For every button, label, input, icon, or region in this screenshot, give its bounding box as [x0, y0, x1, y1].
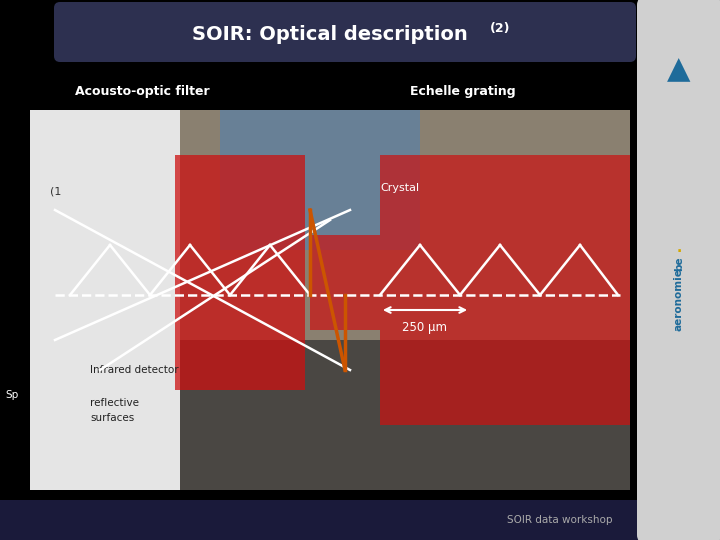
Bar [310, 235, 380, 330]
Bar [180, 340, 630, 490]
Text: be: be [674, 256, 684, 271]
Text: reflective: reflective [90, 398, 139, 408]
Text: ▲: ▲ [667, 56, 690, 84]
Bar [0, 500, 720, 540]
FancyBboxPatch shape [54, 2, 636, 62]
Text: Echelle grating: Echelle grating [410, 85, 516, 98]
Text: aeronomie: aeronomie [674, 268, 684, 332]
Text: (1: (1 [50, 187, 61, 197]
Text: Acousto-optic filter: Acousto-optic filter [75, 85, 210, 98]
Bar [220, 110, 420, 250]
Text: (2): (2) [490, 22, 510, 35]
FancyBboxPatch shape [637, 0, 720, 540]
Bar [380, 155, 630, 425]
Text: SOIR: Optical description: SOIR: Optical description [192, 24, 468, 44]
Text: surfaces: surfaces [90, 413, 134, 423]
Text: Crystal: Crystal [380, 183, 419, 193]
Text: 250 µm: 250 µm [402, 321, 448, 334]
Text: .: . [676, 241, 682, 255]
Bar [175, 155, 305, 390]
Bar [30, 110, 180, 490]
Bar [180, 110, 630, 490]
Text: Sp: Sp [5, 390, 18, 400]
Text: Infrared detector: Infrared detector [90, 365, 179, 375]
Text: SOIR data workshop: SOIR data workshop [508, 515, 613, 525]
